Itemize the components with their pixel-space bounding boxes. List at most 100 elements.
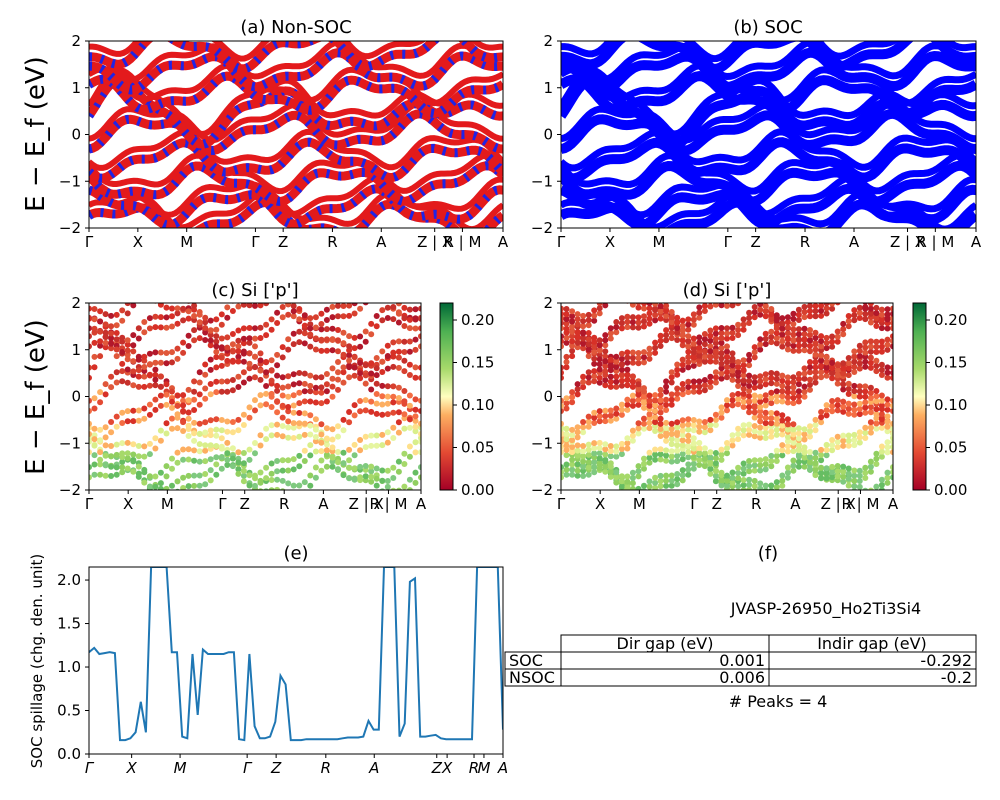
projection-point [591, 469, 598, 476]
projection-point [235, 449, 242, 456]
projection-point [878, 402, 885, 409]
projection-point [851, 401, 858, 408]
projection-point [724, 348, 730, 355]
projection-point [801, 454, 808, 461]
kpoint-tick-label: M [477, 759, 490, 777]
projection-point [412, 316, 419, 323]
projection-point [712, 335, 719, 342]
projection-point [701, 358, 708, 365]
projection-point [362, 328, 369, 335]
projection-point [351, 372, 358, 379]
projection-point [818, 452, 825, 458]
projection-point [89, 420, 92, 427]
projection-point [746, 372, 753, 379]
projection-point [724, 358, 730, 365]
projection-point [246, 303, 253, 309]
projection-point [379, 393, 386, 400]
projection-point [274, 431, 281, 438]
projection-point [108, 419, 115, 425]
projection-point [312, 426, 319, 433]
projection-point [252, 325, 258, 332]
soc-band [561, 183, 976, 228]
projection-point [840, 403, 847, 410]
projection-point [180, 446, 187, 453]
projection-point [779, 343, 786, 350]
projection-point [163, 463, 170, 470]
projection-point [561, 449, 564, 456]
projection-point [604, 303, 607, 304]
projection-point [867, 458, 874, 465]
projection-point [829, 447, 836, 454]
projection-point [563, 442, 570, 449]
kpoint-tick-label: Γ [557, 495, 566, 513]
kpoint-tick-label: X [123, 495, 133, 513]
projection-point [135, 367, 142, 374]
projection-point [169, 295, 175, 301]
projection-point [180, 474, 187, 481]
projection-point [629, 324, 636, 331]
projection-point [561, 408, 564, 414]
table-row-nsoc-indir-cell [768, 668, 977, 687]
projection-point [613, 319, 620, 325]
colorbar-tick-label: 0.15 [934, 354, 967, 372]
projection-point [729, 324, 736, 331]
projection-point [718, 330, 725, 337]
projection-point [707, 427, 714, 434]
projection-point [346, 362, 353, 369]
projection-point [663, 419, 670, 426]
projection-point [390, 383, 397, 390]
projection-point [696, 314, 703, 321]
projection-point [191, 327, 198, 334]
projection-point [185, 343, 192, 349]
projection-point [390, 409, 397, 416]
projection-point [285, 383, 292, 390]
projection-point [878, 366, 885, 373]
projection-point [312, 474, 319, 481]
projection-point [89, 364, 92, 371]
projection-point [119, 459, 126, 465]
projection-point [585, 336, 592, 343]
projection-point [834, 303, 841, 306]
projection-point [89, 464, 92, 471]
projection-point [346, 374, 353, 381]
projection-point [679, 391, 686, 398]
projection-point [652, 296, 658, 302]
projection-point [757, 413, 764, 420]
projection-point [829, 303, 836, 307]
projection-point [712, 467, 719, 474]
projection-point [207, 366, 214, 373]
projection-point [657, 386, 664, 393]
projection-point [707, 358, 714, 365]
projection-point [202, 337, 209, 343]
projection-point [856, 406, 863, 412]
projection-point [845, 400, 852, 407]
projection-point [795, 393, 802, 400]
projection-point [685, 378, 692, 385]
projection-point [263, 464, 270, 471]
projection-point [630, 292, 636, 298]
projection-point [229, 445, 236, 452]
projection-point [829, 338, 836, 345]
projection-point [690, 465, 697, 472]
projection-point [878, 397, 885, 404]
projection-point [701, 303, 708, 309]
projection-point [690, 340, 697, 347]
projection-point [312, 374, 319, 381]
projection-point [884, 444, 891, 451]
projection-point [412, 406, 419, 413]
projection-point [685, 454, 692, 461]
projection-point [624, 382, 631, 389]
projection-point [607, 361, 614, 368]
projection-point [663, 425, 670, 431]
projection-point [701, 429, 708, 436]
projection-point [569, 347, 576, 354]
projection-point [801, 314, 808, 321]
projection-point [312, 438, 319, 445]
kpoint-tick-label: Γ [85, 759, 95, 777]
projection-point [97, 389, 104, 396]
projection-point [679, 381, 686, 387]
projection-point [174, 478, 181, 485]
projection-point [735, 359, 742, 365]
projection-point [790, 374, 797, 381]
projection-point [712, 473, 719, 479]
